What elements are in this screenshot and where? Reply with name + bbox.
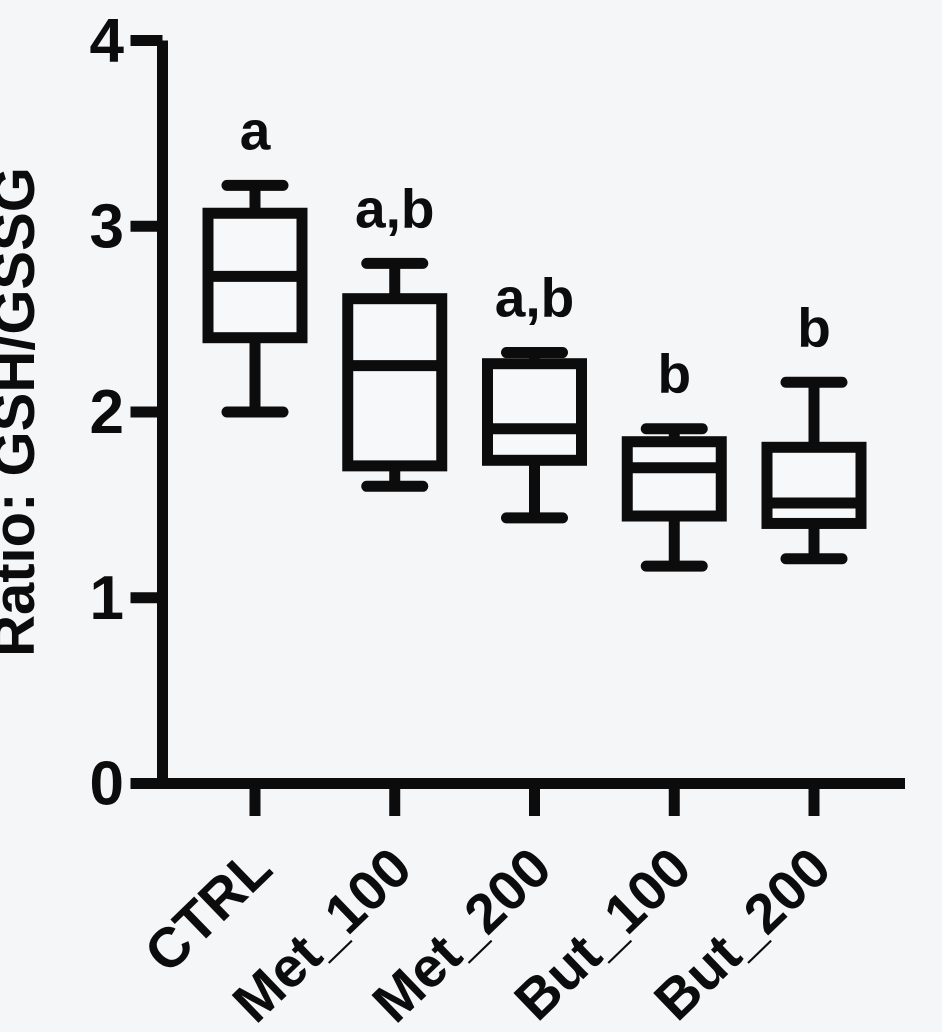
- box-body: [761, 441, 867, 529]
- significance-letter: a,b: [355, 177, 434, 239]
- box-body: [482, 358, 587, 466]
- significance-letter: b: [657, 343, 691, 405]
- y-tick-label: 2: [90, 378, 124, 447]
- significance-letter: a,b: [495, 267, 574, 329]
- y-tick-label: 0: [90, 750, 124, 819]
- y-tick-label: 1: [90, 564, 124, 633]
- y-axis-title: Ratio: GSH/GSSG: [0, 167, 47, 657]
- significance-letter: b: [797, 296, 831, 358]
- y-tick-label: 3: [90, 192, 124, 261]
- y-tick-label: 4: [90, 7, 125, 76]
- significance-letter: a: [240, 99, 271, 161]
- box-body: [342, 293, 448, 472]
- box-body: [621, 436, 727, 522]
